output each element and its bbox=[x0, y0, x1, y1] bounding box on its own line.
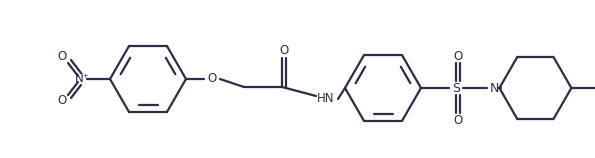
Text: N⁺: N⁺ bbox=[74, 73, 89, 85]
Text: O: O bbox=[280, 45, 289, 58]
Text: S: S bbox=[452, 82, 460, 94]
Text: O: O bbox=[453, 113, 463, 127]
Text: O: O bbox=[57, 51, 67, 64]
Text: O: O bbox=[208, 73, 217, 85]
Text: HN: HN bbox=[317, 92, 335, 106]
Text: O: O bbox=[57, 94, 67, 107]
Text: O: O bbox=[453, 49, 463, 63]
Text: N: N bbox=[489, 82, 499, 94]
